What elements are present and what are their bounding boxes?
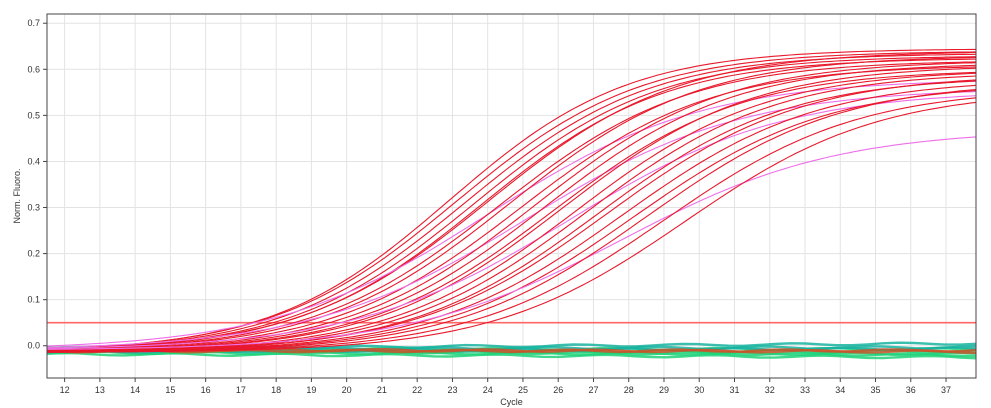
sample-curve-red	[46, 75, 977, 353]
sample-curve-red	[46, 62, 977, 352]
sample-curve-pink	[47, 136, 977, 350]
sample-curve-red	[47, 72, 977, 353]
x-tick-label: 23	[447, 385, 457, 395]
baseline-series-line	[46, 348, 977, 354]
sample-curve-red	[46, 64, 977, 352]
plot-frame	[46, 13, 977, 379]
y-tick-label: 0.1	[27, 295, 40, 305]
amplification-series-group	[46, 48, 977, 353]
sample-curve-red	[47, 101, 977, 353]
y-axis: 0.0 0.1 0.2 0.3 0.4 0.5 0.6 0.7	[27, 18, 47, 351]
x-tick-label: 29	[659, 385, 669, 395]
x-tick-label: 35	[871, 385, 881, 395]
x-tick-label: 24	[483, 385, 493, 395]
x-tick-label: 16	[201, 385, 211, 395]
x-tick-label: 19	[306, 385, 316, 395]
x-axis: 12 13 14 15 16 17 18 19 20 21 22 23 24 25 26 27 28 29 30 31…	[60, 378, 951, 395]
y-axis-title: Norm. Fluoro.	[12, 168, 22, 223]
x-tick-label: 25	[518, 385, 528, 395]
x-tick-label: 17	[236, 385, 246, 395]
x-axis-title: Cycle	[500, 397, 523, 407]
sample-curve-red	[46, 66, 977, 352]
x-tick-label: 15	[165, 385, 175, 395]
sample-curve-red	[46, 51, 977, 350]
y-tick-label: 0.3	[27, 203, 40, 213]
sample-curve-pink	[46, 80, 977, 347]
x-tick-label: 34	[835, 385, 845, 395]
x-tick-label: 13	[95, 385, 105, 395]
y-tick-label: 0.4	[27, 156, 40, 166]
x-tick-label: 14	[130, 385, 140, 395]
x-tick-label: 32	[765, 385, 775, 395]
x-tick-label: 33	[800, 385, 810, 395]
sample-curve-red	[47, 79, 977, 353]
x-tick-label: 27	[588, 385, 598, 395]
y-tick-label: 0.2	[27, 249, 40, 259]
x-tick-label: 36	[906, 385, 916, 395]
x-tick-label: 31	[729, 385, 739, 395]
x-tick-label: 28	[624, 385, 634, 395]
x-tick-label: 20	[342, 385, 352, 395]
x-tick-label: 30	[694, 385, 704, 395]
x-tick-label: 22	[412, 385, 422, 395]
baseline-series-line	[46, 351, 977, 360]
x-tick-label: 37	[941, 385, 951, 395]
x-tick-label: 12	[60, 385, 70, 395]
y-tick-label: 0.7	[27, 18, 40, 28]
x-tick-label: 18	[271, 385, 281, 395]
x-tick-label: 26	[553, 385, 563, 395]
sample-curve-pink	[46, 95, 977, 349]
sample-curve-pink	[46, 91, 977, 348]
y-tick-label: 0.6	[27, 64, 40, 74]
y-tick-label: 0.0	[27, 341, 40, 351]
x-tick-label: 21	[377, 385, 387, 395]
y-tick-label: 0.5	[27, 110, 40, 120]
sample-curve-red	[46, 61, 977, 351]
